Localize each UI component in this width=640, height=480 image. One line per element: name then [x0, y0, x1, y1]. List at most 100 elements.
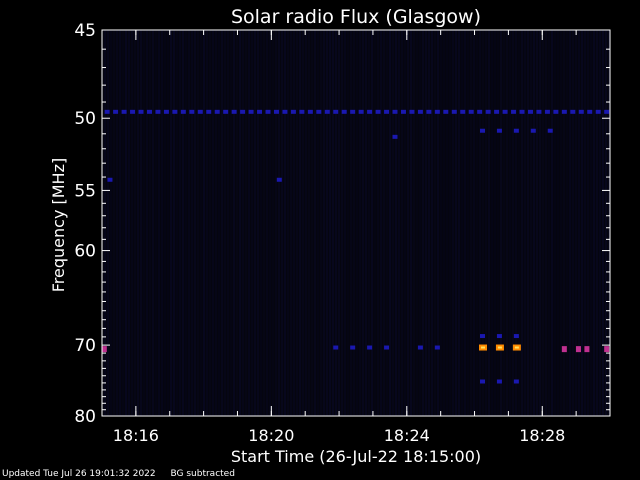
emission-mark-low — [350, 345, 356, 350]
background-streak — [296, 30, 298, 416]
background-streak — [431, 30, 433, 416]
background-streak — [413, 30, 415, 416]
background-streak — [443, 30, 445, 416]
x-tick-label: 18:20 — [248, 426, 294, 445]
background-streak — [584, 30, 586, 416]
background-streak — [383, 30, 385, 416]
background-streak — [521, 30, 523, 416]
background-streak — [212, 30, 214, 416]
emission-mark-low — [502, 109, 508, 114]
background-streak — [143, 30, 145, 416]
background-streak — [593, 30, 595, 416]
emission-mark-low — [595, 109, 601, 114]
background-streak — [494, 30, 496, 416]
emission-mark-low — [257, 109, 263, 114]
emission-mark-low — [561, 109, 567, 114]
background-streak — [257, 30, 259, 416]
x-tick-label: 18:24 — [384, 426, 430, 445]
emission-mark-low — [480, 379, 485, 384]
background-streak — [407, 30, 409, 416]
background-streak — [479, 30, 481, 416]
y-axis-label: Frequency [MHz] — [49, 158, 68, 292]
background-streak — [170, 30, 172, 416]
background-streak — [572, 30, 574, 416]
background-streak — [581, 30, 583, 416]
background-streak — [158, 30, 160, 416]
background-streak — [281, 30, 283, 416]
background-streak — [311, 30, 313, 416]
emission-mark-low — [197, 109, 203, 114]
emission-mark-low — [513, 128, 519, 133]
background-streak — [284, 30, 286, 416]
background-streak — [497, 30, 499, 416]
background-streak — [182, 30, 184, 416]
y-tick-label: 60 — [74, 242, 96, 262]
background-streak — [449, 30, 451, 416]
background-streak — [446, 30, 448, 416]
background-streak — [503, 30, 505, 416]
emission-mark-mid — [101, 346, 107, 353]
background-streak — [323, 30, 325, 416]
background-streak — [326, 30, 328, 416]
emission-mark-low — [324, 109, 330, 114]
emission-mark-low — [180, 109, 186, 114]
tick-labels: 45 50 55 60 70 80 18:16 18:20 18:24 18:28 — [74, 21, 565, 445]
background-streak — [125, 30, 127, 416]
emission-mark-low — [480, 334, 485, 339]
y-tick-label: 70 — [74, 336, 96, 356]
background-streak — [152, 30, 154, 416]
background-streak — [488, 30, 490, 416]
emission-mark-low — [107, 177, 113, 182]
emission-mark-mid — [575, 346, 581, 353]
emission-mark-low — [417, 345, 423, 350]
background-streak — [299, 30, 301, 416]
background-streak — [215, 30, 217, 416]
x-axis-label: Start Time (26-Jul-22 18:15:00) — [231, 447, 481, 466]
background-streak — [161, 30, 163, 416]
background-streak — [128, 30, 130, 416]
y-tick-label: 50 — [74, 109, 96, 129]
background-streak — [104, 30, 106, 416]
background-streak — [353, 30, 355, 416]
background-streak — [548, 30, 550, 416]
emission-mark-low — [276, 177, 282, 182]
background-streak — [605, 30, 607, 416]
background-streak — [362, 30, 364, 416]
background-streak — [404, 30, 406, 416]
emission-mark-low — [513, 379, 519, 384]
background-streak — [110, 30, 112, 416]
background-streak — [230, 30, 232, 416]
background-streak — [557, 30, 559, 416]
plot-area — [102, 30, 610, 416]
emission-mark-low — [231, 109, 237, 114]
emission-mark-low — [307, 109, 313, 114]
background-streak — [200, 30, 202, 416]
background-streak — [179, 30, 181, 416]
emission-core — [497, 346, 502, 349]
background-streak — [410, 30, 412, 416]
emission-mark-low — [519, 109, 525, 114]
emission-mark-low — [240, 109, 246, 114]
background-streak — [527, 30, 529, 416]
background-streak — [395, 30, 397, 416]
background-streak — [434, 30, 436, 416]
background-streak — [119, 30, 121, 416]
background-streak — [467, 30, 469, 416]
emission-mark-low — [511, 109, 517, 114]
background-streak — [137, 30, 139, 416]
background-streak — [428, 30, 430, 416]
background-streak — [491, 30, 493, 416]
background-streak — [506, 30, 508, 416]
emission-mark-low — [333, 345, 339, 350]
emission-mark-low — [417, 109, 423, 114]
background-streak — [260, 30, 262, 416]
background-streak — [134, 30, 136, 416]
emission-mark-low — [265, 109, 271, 114]
background-streak — [458, 30, 460, 416]
emission-core — [514, 346, 519, 349]
emission-mark-low — [527, 109, 533, 114]
background-streak — [551, 30, 553, 416]
emission-mark-low — [384, 109, 390, 114]
emission-mark-low — [434, 345, 440, 350]
